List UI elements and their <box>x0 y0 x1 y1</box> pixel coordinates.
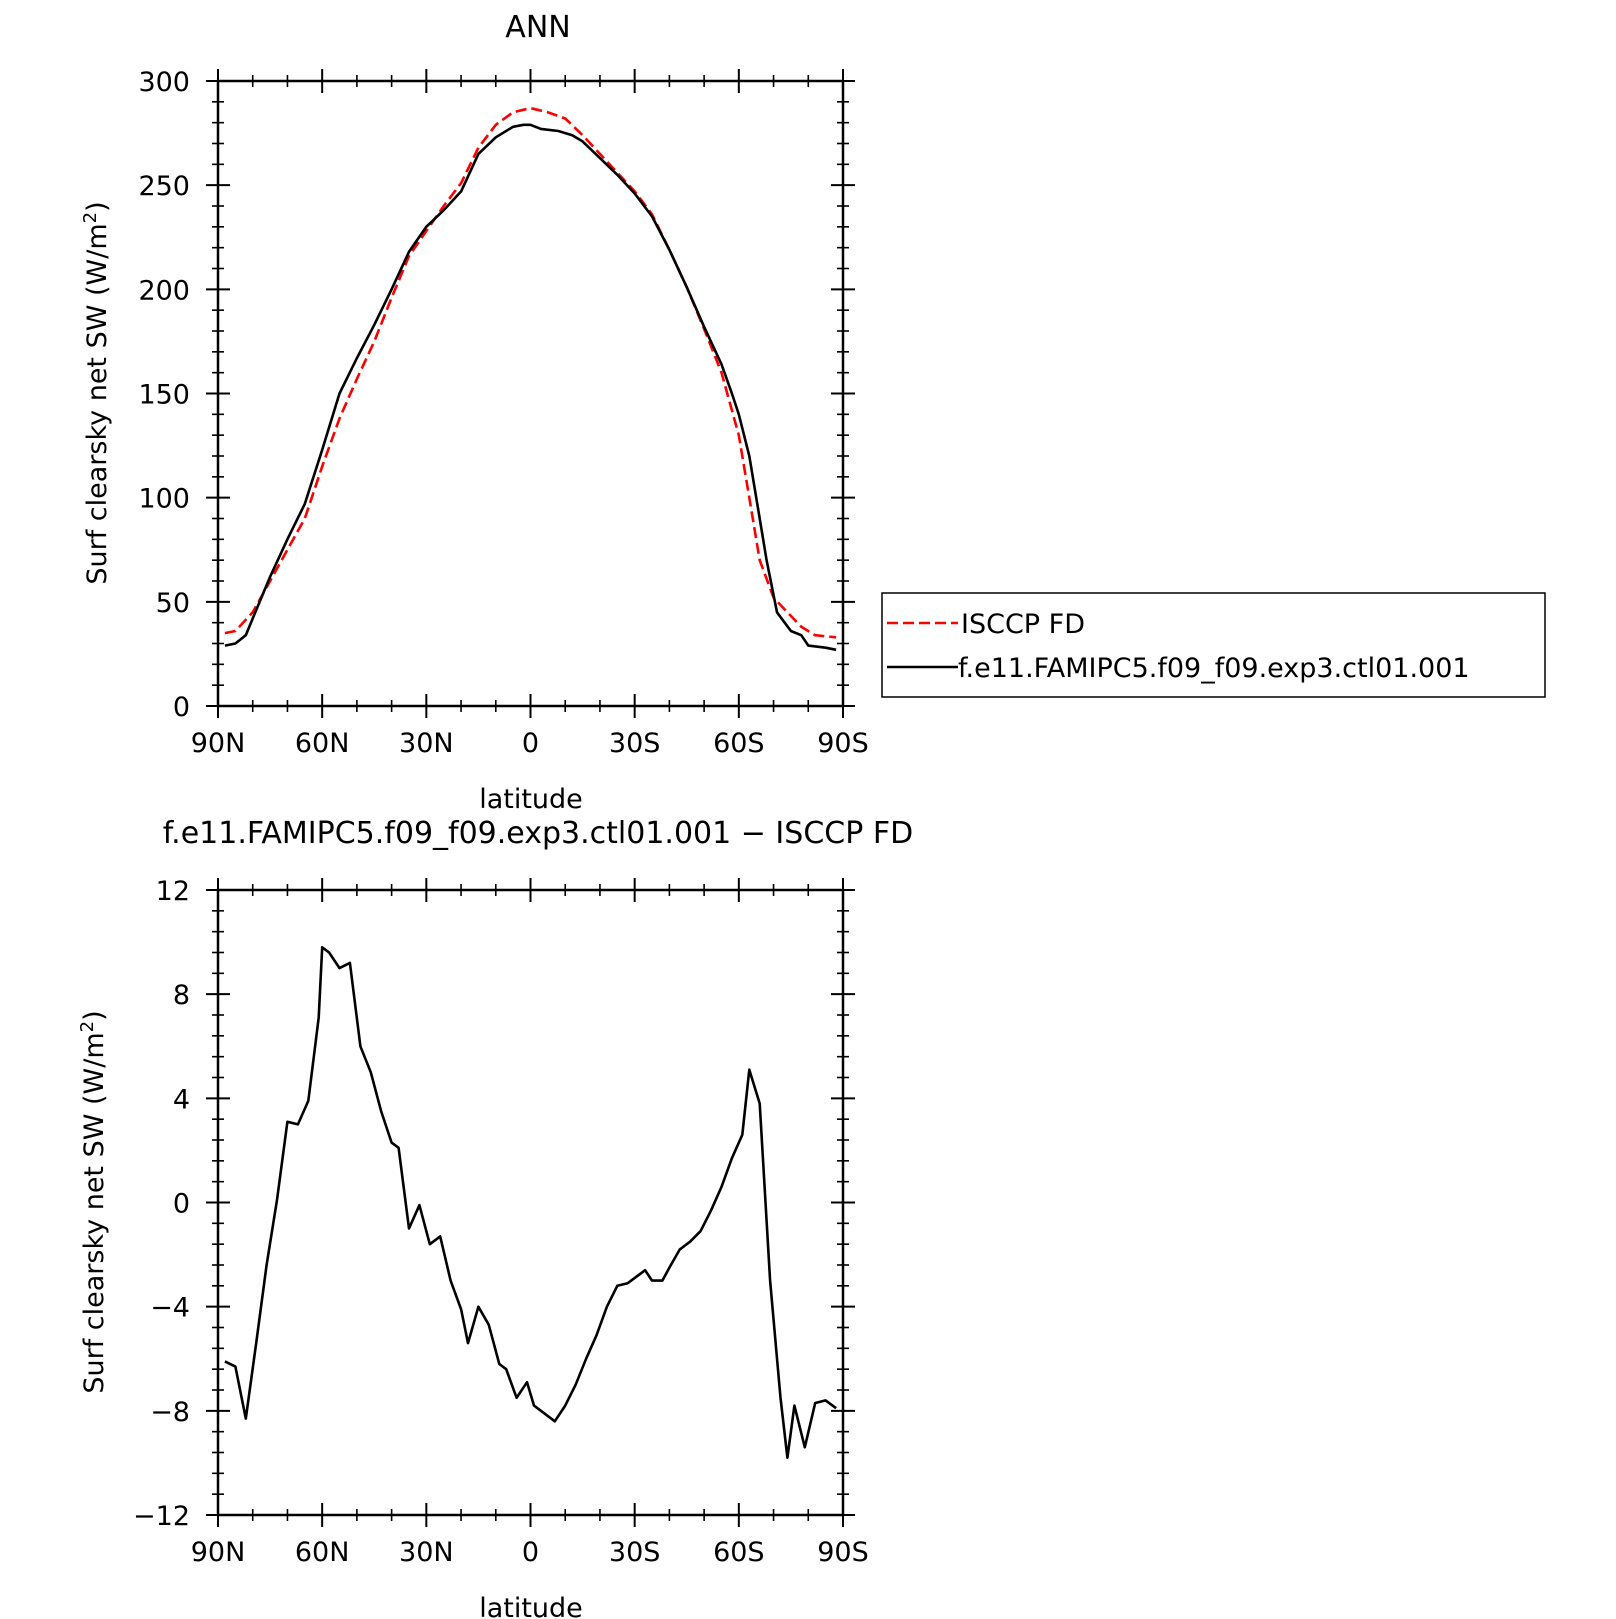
bottom-xtick-label: 90N <box>191 1537 246 1568</box>
bottom-xlabel: latitude <box>479 1593 583 1619</box>
top-ytick-label: 150 <box>138 380 190 411</box>
top-ytick-label: 100 <box>138 484 190 515</box>
bottom-ytick-label: 8 <box>173 980 190 1011</box>
bottom-xtick-label: 30N <box>399 1537 454 1568</box>
bottom-ytick-label: 0 <box>173 1189 190 1220</box>
bottom-chart: f.e11.FAMIPC5.f09_f09.exp3.ctl01.001 − I… <box>77 816 913 1619</box>
top-ytick-label: 200 <box>138 275 190 306</box>
top-ticks <box>206 69 855 718</box>
legend-label-isccp: ISCCP FD <box>961 609 1085 640</box>
bottom-ytick-label: 12 <box>156 876 190 907</box>
top-series <box>224 106 837 652</box>
top-tick-labels: 90N 60N 30N 0 30S 60S 90S 0 50 100 150 200 250 300 <box>138 67 868 759</box>
legend: ISCCP FD f.e11.FAMIPC5.f09_f09.exp3.ctl0… <box>881 592 1546 698</box>
bottom-xtick-label: 30S <box>609 1537 661 1568</box>
top-chart: ANN 90N 60N 30N 0 30S 60S 90S 0 50 100 150 200 250 30… <box>80 10 869 815</box>
bottom-ytick-label: −12 <box>133 1501 190 1532</box>
bottom-ytick-label: 4 <box>173 1084 190 1115</box>
top-ytick-label: 50 <box>156 588 190 619</box>
top-ylabel: Surf clearsky net SW (W/m2) <box>80 201 113 584</box>
top-xtick-label: 60N <box>295 728 350 759</box>
top-series-line-0 <box>224 106 837 639</box>
bottom-xtick-label: 90S <box>817 1537 869 1568</box>
bottom-series-line-0 <box>224 945 837 1459</box>
top-xtick-label: 30N <box>399 728 454 759</box>
top-xtick-label: 60S <box>713 728 765 759</box>
bottom-ytick-label: −4 <box>150 1293 190 1324</box>
bottom-xtick-label: 60S <box>713 1537 765 1568</box>
bottom-ytick-label: −8 <box>150 1397 190 1428</box>
bottom-ylabel: Surf clearsky net SW (W/m2) <box>77 1010 110 1393</box>
bottom-xtick-label: 0 <box>522 1537 539 1568</box>
top-ytick-label: 0 <box>173 692 190 723</box>
top-ytick-label: 250 <box>138 171 190 202</box>
legend-box <box>881 592 1546 698</box>
bottom-ticks <box>206 878 855 1527</box>
bottom-tick-labels: 90N 60N 30N 0 30S 60S 90S −12 −8 −4 0 4 8 12 <box>133 876 869 1568</box>
top-xtick-label: 90S <box>817 728 869 759</box>
top-plot-frame <box>216 79 845 708</box>
bottom-xtick-label: 60N <box>295 1537 350 1568</box>
top-xtick-label: 90N <box>191 728 246 759</box>
top-xlabel: latitude <box>479 784 583 815</box>
top-chart-title: ANN <box>505 10 570 45</box>
bottom-series <box>224 945 837 1459</box>
top-xtick-label: 0 <box>522 728 539 759</box>
top-ytick-label: 300 <box>138 67 190 98</box>
bottom-chart-title: f.e11.FAMIPC5.f09_f09.exp3.ctl01.001 − I… <box>163 816 913 851</box>
legend-label-model: f.e11.FAMIPC5.f09_f09.exp3.ctl01.001 <box>958 653 1470 684</box>
bottom-plot-frame <box>216 888 845 1517</box>
top-series-line-1 <box>224 123 837 652</box>
top-xtick-label: 30S <box>609 728 661 759</box>
